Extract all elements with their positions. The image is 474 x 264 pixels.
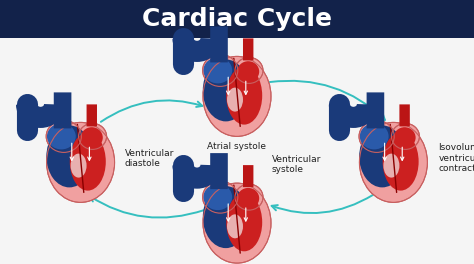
Ellipse shape (359, 120, 394, 152)
Ellipse shape (203, 183, 271, 263)
Ellipse shape (203, 57, 232, 83)
FancyBboxPatch shape (366, 92, 384, 128)
Ellipse shape (393, 127, 416, 148)
Ellipse shape (227, 214, 243, 238)
Ellipse shape (203, 184, 232, 210)
Ellipse shape (235, 184, 263, 210)
Ellipse shape (392, 123, 419, 149)
Text: Ventricular
systole: Ventricular systole (272, 155, 321, 174)
Ellipse shape (202, 54, 238, 86)
Ellipse shape (227, 88, 243, 112)
Ellipse shape (359, 125, 405, 187)
Ellipse shape (383, 154, 400, 178)
Ellipse shape (202, 181, 238, 213)
Ellipse shape (46, 120, 82, 152)
Bar (0, 0, 474, 38)
Text: Ventricular
diastole: Ventricular diastole (125, 149, 174, 168)
Ellipse shape (226, 193, 262, 251)
Text: Isovolumic
ventricular
contraction: Isovolumic ventricular contraction (438, 144, 474, 173)
FancyBboxPatch shape (210, 153, 228, 189)
Ellipse shape (237, 188, 259, 209)
Ellipse shape (71, 154, 87, 178)
FancyBboxPatch shape (87, 104, 97, 126)
FancyBboxPatch shape (210, 26, 228, 62)
FancyBboxPatch shape (243, 165, 254, 187)
FancyBboxPatch shape (400, 104, 410, 126)
Ellipse shape (203, 186, 249, 248)
Ellipse shape (81, 127, 103, 148)
Ellipse shape (79, 123, 107, 149)
Ellipse shape (46, 122, 115, 202)
FancyBboxPatch shape (243, 38, 254, 60)
Text: Atrial systole: Atrial systole (208, 142, 266, 151)
Ellipse shape (47, 123, 76, 149)
Ellipse shape (237, 61, 259, 82)
Ellipse shape (203, 59, 249, 121)
FancyBboxPatch shape (54, 92, 72, 128)
Ellipse shape (359, 122, 428, 202)
Ellipse shape (70, 133, 106, 191)
Ellipse shape (46, 125, 92, 187)
Text: Cardiac Cycle: Cardiac Cycle (142, 7, 332, 31)
Ellipse shape (360, 123, 389, 149)
Ellipse shape (203, 56, 271, 136)
Ellipse shape (235, 57, 263, 83)
Ellipse shape (383, 133, 419, 191)
Ellipse shape (226, 67, 262, 125)
